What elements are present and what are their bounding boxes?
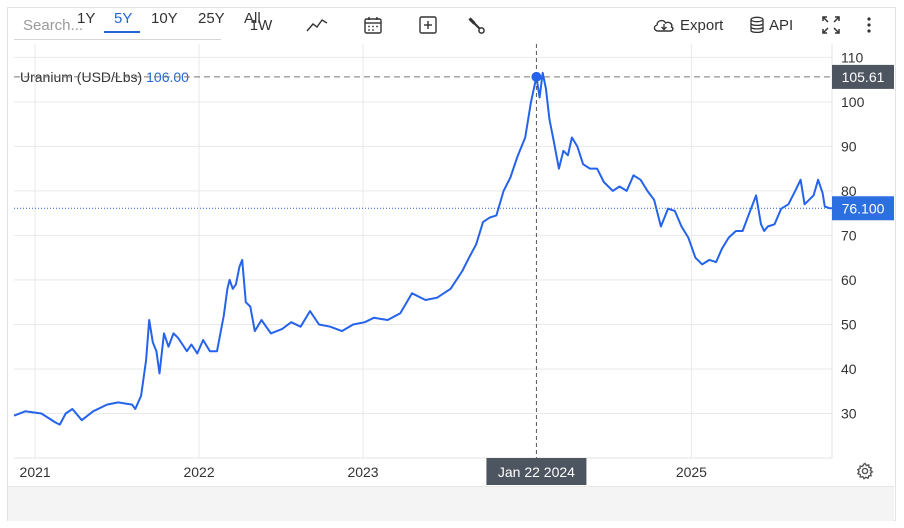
x-tick-label: 2025 — [676, 464, 707, 480]
database-icon — [750, 16, 764, 34]
compare-button[interactable] — [417, 12, 439, 38]
line-chart-icon — [306, 19, 328, 32]
export-label: Export — [680, 16, 724, 34]
range-bar — [8, 486, 894, 521]
series-name: Uranium (USD/Lbs) — [20, 69, 143, 85]
range-1y-button[interactable]: 1Y — [77, 10, 96, 27]
y-tick-label: 50 — [841, 316, 857, 332]
export-button[interactable]: Export — [652, 12, 728, 38]
interval-label: 1W — [249, 16, 273, 34]
range-25y-button[interactable]: 25Y — [198, 10, 225, 27]
chart-type-button[interactable] — [303, 12, 331, 38]
gear-icon[interactable] — [855, 461, 875, 481]
date-range-button[interactable] — [361, 12, 385, 38]
y-tick-label: 70 — [841, 227, 857, 243]
more-menu-button[interactable] — [862, 12, 876, 38]
y-tick-label: 60 — [841, 272, 857, 288]
kebab-menu-icon — [867, 17, 871, 33]
fullscreen-icon — [822, 16, 840, 34]
crosshair-date-badge — [486, 458, 587, 485]
y-tick-label: 110 — [841, 49, 864, 65]
settings-tools-button[interactable] — [465, 12, 487, 38]
range-5y-button[interactable]: 5Y — [114, 10, 133, 27]
crosshair-date-label: Jan 22 2024 — [498, 464, 575, 480]
last-price-badge — [832, 196, 894, 221]
range-10y-button[interactable]: 10Y — [151, 10, 178, 27]
wrench-icon — [468, 17, 485, 34]
y-tick-label: 40 — [841, 361, 857, 377]
plus-box-icon — [419, 16, 437, 34]
api-label: API — [769, 16, 794, 34]
y-tick-label: 90 — [841, 138, 857, 154]
search-input[interactable] — [14, 12, 221, 40]
last-price-label: 76.100 — [842, 200, 885, 216]
y-tick-label: 80 — [841, 183, 857, 199]
crosshair-price-badge — [832, 64, 894, 89]
crosshair-price-label: 105.61 — [842, 69, 885, 85]
fullscreen-button[interactable] — [819, 12, 843, 38]
x-tick-label: 2021 — [20, 464, 51, 480]
series-line-uranium — [13, 71, 832, 426]
x-tick-label: 2023 — [347, 464, 378, 480]
chart-widget — [7, 7, 896, 521]
x-tick-label: 2022 — [183, 464, 214, 480]
y-tick-label: 30 — [841, 405, 857, 421]
range-all-button[interactable]: All — [244, 10, 261, 27]
calendar-icon — [364, 17, 382, 34]
api-button[interactable]: API — [749, 12, 797, 38]
active-range-indicator — [104, 31, 140, 33]
cloud-download-icon — [653, 19, 674, 32]
crosshair-point — [531, 71, 542, 82]
y-tick-label: 100 — [841, 94, 865, 110]
interval-button[interactable]: 1W — [244, 12, 278, 38]
